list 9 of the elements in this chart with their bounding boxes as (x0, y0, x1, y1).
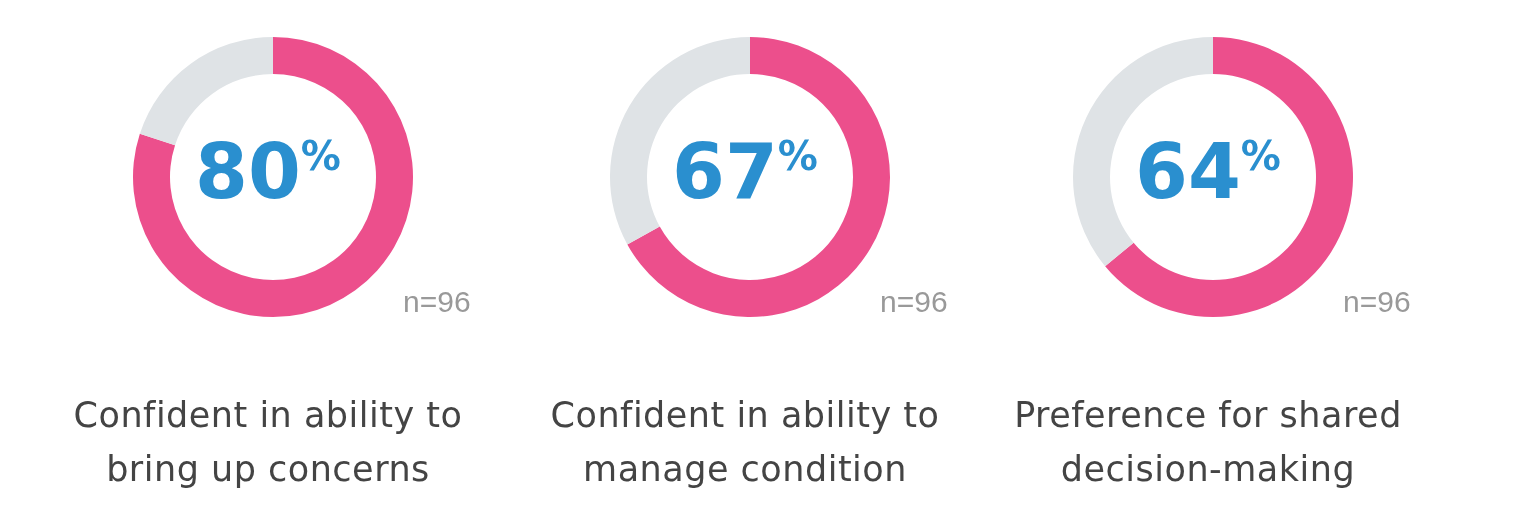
text: Confident in ability to bring up concerns (72, 394, 464, 491)
text: 64$^{%}$ (1134, 126, 1282, 218)
text: 67$^{%}$ (671, 126, 819, 218)
text: Preference for shared decision-making (1013, 394, 1403, 491)
text: 80$^{%}$ (194, 126, 342, 218)
text: n=96 (880, 285, 948, 319)
text: Confident in ability to manage condition (549, 394, 941, 491)
text: n=96 (1343, 285, 1411, 319)
text: n=96 (403, 285, 471, 319)
